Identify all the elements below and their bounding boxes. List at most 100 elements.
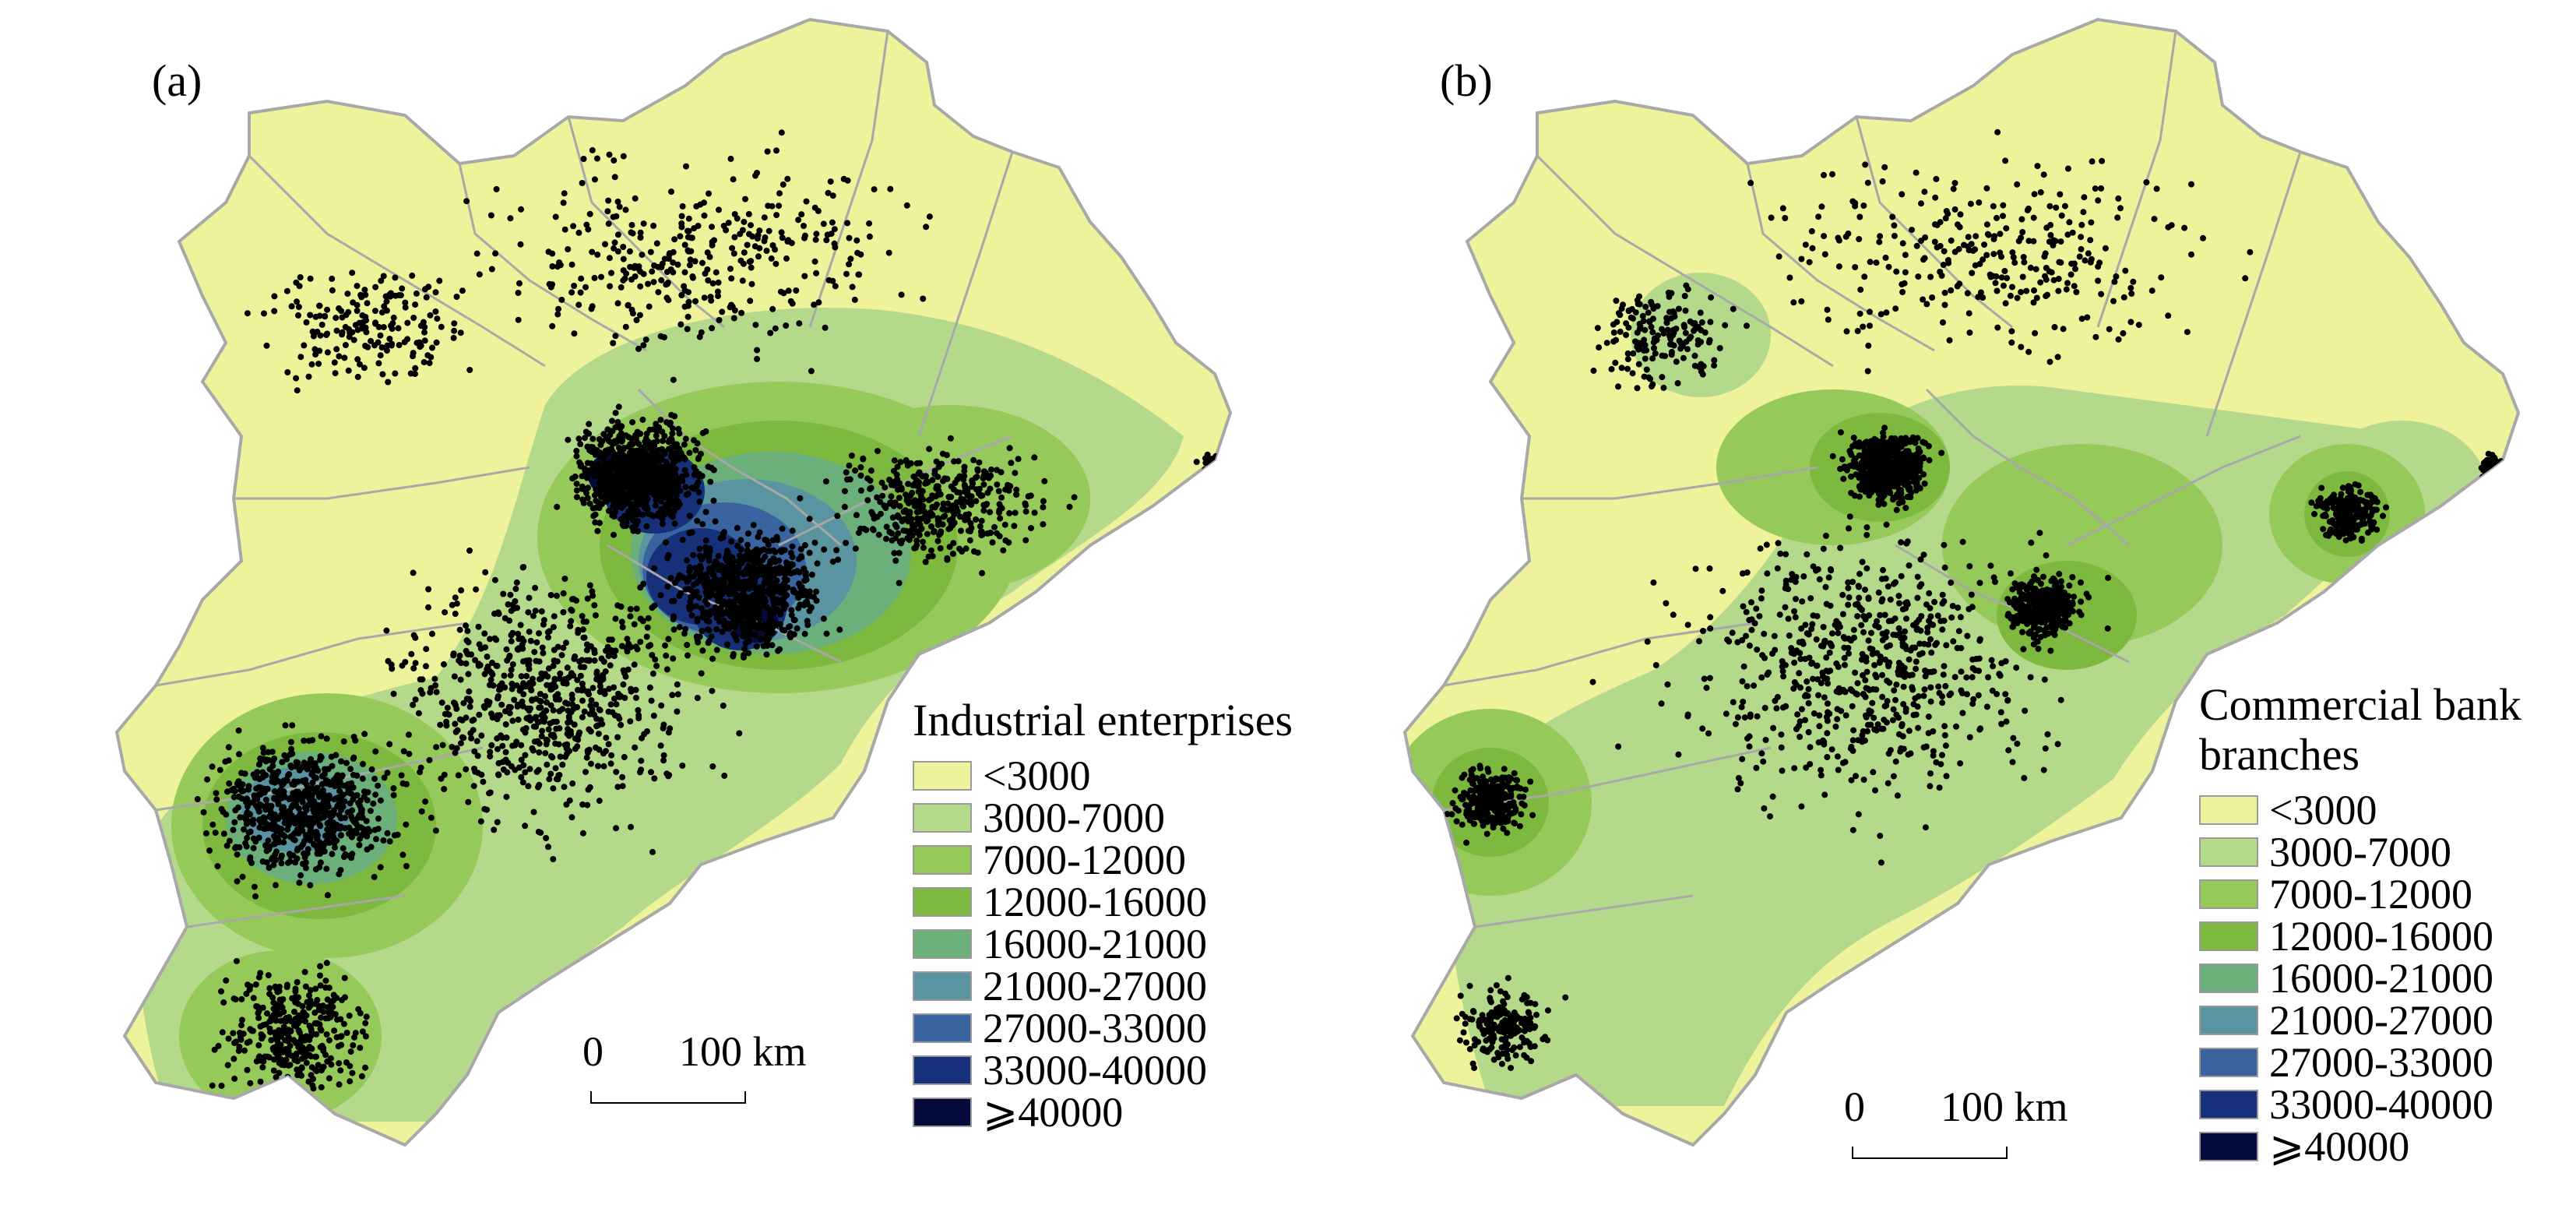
point-symbol xyxy=(611,696,618,702)
point-symbol xyxy=(273,848,280,855)
point-symbol xyxy=(646,426,653,433)
point-symbol xyxy=(333,315,340,322)
point-symbol xyxy=(653,428,660,435)
point-symbol xyxy=(748,264,755,271)
point-symbol xyxy=(879,492,886,499)
point-symbol xyxy=(388,322,394,329)
point-symbol xyxy=(417,676,424,683)
point-symbol xyxy=(565,246,572,252)
point-symbol xyxy=(693,580,700,587)
point-symbol xyxy=(657,742,664,749)
point-symbol xyxy=(632,694,639,701)
point-symbol xyxy=(681,467,688,474)
point-symbol xyxy=(568,709,575,716)
point-symbol xyxy=(661,432,668,439)
point-symbol xyxy=(243,820,250,827)
point-symbol xyxy=(343,1059,350,1066)
point-symbol xyxy=(734,524,741,531)
point-symbol xyxy=(323,865,330,872)
point-symbol xyxy=(1862,474,1869,481)
point-symbol xyxy=(664,555,671,562)
point-symbol xyxy=(1921,480,1928,487)
point-symbol xyxy=(368,337,375,344)
point-symbol xyxy=(663,666,670,673)
point-symbol xyxy=(478,732,485,739)
point-symbol xyxy=(284,369,291,375)
point-symbol xyxy=(269,1045,276,1052)
point-symbol xyxy=(250,844,257,851)
point-symbol xyxy=(947,435,954,442)
point-symbol xyxy=(533,723,540,730)
point-symbol xyxy=(303,807,310,814)
point-symbol xyxy=(699,556,705,563)
point-symbol xyxy=(351,1034,357,1041)
point-symbol xyxy=(746,259,753,265)
point-symbol xyxy=(602,241,608,248)
point-symbol xyxy=(288,812,295,819)
point-symbol xyxy=(723,625,730,632)
point-symbol xyxy=(1870,481,1877,487)
point-symbol xyxy=(653,663,660,669)
point-symbol xyxy=(300,763,306,770)
point-symbol xyxy=(230,826,237,833)
point-symbol xyxy=(814,560,821,567)
point-symbol xyxy=(294,979,301,985)
point-symbol xyxy=(970,548,977,555)
point-symbol xyxy=(471,748,478,755)
point-symbol xyxy=(594,527,601,534)
point-symbol xyxy=(466,703,473,710)
point-symbol xyxy=(797,553,804,560)
point-symbol xyxy=(937,545,944,551)
point-symbol xyxy=(488,742,495,749)
point-symbol xyxy=(536,749,543,756)
point-symbol xyxy=(526,629,533,636)
point-symbol xyxy=(1851,492,1858,499)
point-symbol xyxy=(432,308,439,315)
point-symbol xyxy=(1902,435,1909,442)
point-symbol xyxy=(499,742,506,749)
point-symbol xyxy=(206,847,213,854)
point-symbol xyxy=(538,717,545,724)
point-symbol xyxy=(316,302,322,309)
point-symbol xyxy=(744,241,751,248)
point-symbol xyxy=(803,576,810,583)
point-symbol xyxy=(934,501,940,508)
point-symbol xyxy=(466,367,473,373)
point-symbol xyxy=(1015,456,1022,463)
point-symbol xyxy=(927,547,934,554)
point-symbol xyxy=(670,626,677,633)
point-symbol xyxy=(683,557,690,564)
point-symbol xyxy=(254,769,261,776)
point-symbol xyxy=(519,703,526,710)
point-symbol xyxy=(299,1013,306,1020)
point-symbol xyxy=(298,1065,305,1072)
point-symbol xyxy=(216,766,223,773)
point-symbol xyxy=(622,206,629,213)
point-symbol xyxy=(317,859,324,866)
point-symbol xyxy=(244,1066,251,1073)
point-symbol xyxy=(226,837,233,844)
point-symbol xyxy=(635,449,642,456)
point-symbol xyxy=(299,1049,306,1056)
point-symbol xyxy=(550,856,557,862)
point-symbol xyxy=(495,611,502,618)
point-symbol xyxy=(428,814,435,821)
point-symbol xyxy=(331,359,338,366)
point-symbol xyxy=(645,280,652,287)
point-symbol xyxy=(1216,466,1223,472)
point-symbol xyxy=(410,569,417,576)
point-symbol xyxy=(686,449,693,456)
point-symbol xyxy=(846,462,853,469)
point-symbol xyxy=(377,332,384,339)
point-symbol xyxy=(422,798,429,805)
point-symbol xyxy=(695,456,702,463)
point-symbol xyxy=(507,672,514,679)
point-symbol xyxy=(349,270,356,277)
point-symbol xyxy=(741,218,748,225)
point-symbol xyxy=(686,513,693,520)
point-symbol xyxy=(260,825,267,832)
point-symbol xyxy=(835,556,842,563)
point-symbol xyxy=(684,642,691,648)
point-symbol xyxy=(507,215,514,222)
point-symbol xyxy=(367,808,374,815)
